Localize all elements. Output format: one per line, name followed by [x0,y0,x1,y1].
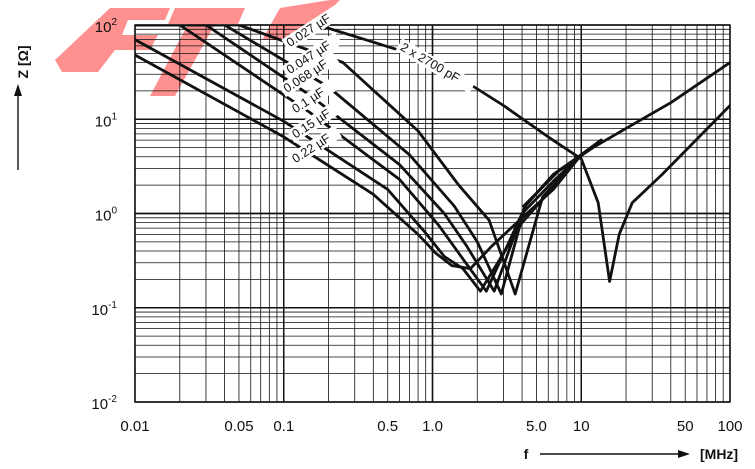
series-line-5 [135,38,603,293]
x-tick-label: 1.0 [422,418,443,435]
y-axis-arrow-head [14,84,22,96]
series-line-8 [522,61,730,208]
curve-label-bg [281,32,343,79]
series-line-4 [135,25,603,293]
y-tick-exponent: -2 [108,394,117,405]
x-tick-label: 100 [717,418,742,435]
x-axis-unit: [MHz] [700,446,738,462]
watermark-shape-3 [262,0,340,40]
x-tick-label: 0.05 [224,418,253,435]
x-axis-title: f [524,446,529,462]
x-tick-label: 0.1 [273,418,294,435]
y-tick-exponent: 2 [111,17,117,28]
x-tick-label: 10 [573,418,590,435]
series-line-6 [135,53,603,270]
x-axis-title-group: f [MHz] [524,446,738,462]
y-tick-base: 10 [95,113,112,130]
y-tick-exponent: 1 [111,111,117,122]
grid [134,24,731,403]
x-tick-label: 5.0 [526,418,547,435]
series-line-7 [316,25,730,283]
y-tick-label: 102 [95,17,118,36]
y-tick-label: 10-2 [91,394,117,413]
curve-label-group-7: 2 x 2700 pF [395,38,477,94]
x-tick-label: 0.01 [120,418,149,435]
plot-frame [134,24,731,403]
y-tick-base: 10 [95,208,112,225]
curve-label-bg [286,79,336,118]
watermark-shape-1 [55,8,170,72]
tick-labels: 0.01 0.05 0.1 0.5 1.0 5.0 10 50 10010210110010-1… [91,17,742,435]
y-tick-base: 10 [91,302,108,319]
curve-label-bg [395,38,477,94]
y-tick-base: 10 [91,396,108,413]
y-tick-base: 10 [95,19,112,36]
y-tick-exponent: -1 [108,300,117,311]
y-axis-title-group: Z [Ω] [14,46,31,170]
curve-label-bg [286,100,342,143]
x-axis-arrow-head [678,450,690,458]
y-axis-title: Z [Ω] [15,46,31,79]
x-tick-label: 0.5 [377,418,398,435]
y-tick-exponent: 0 [111,206,117,217]
y-tick-label: 101 [95,111,118,130]
y-tick-label: 100 [95,206,118,225]
curve-label-bg [281,5,343,52]
x-tick-label: 50 [677,418,694,435]
curve-label-bg [286,125,342,168]
curve-label-bg [278,50,340,98]
y-tick-label: 10-1 [91,300,117,319]
